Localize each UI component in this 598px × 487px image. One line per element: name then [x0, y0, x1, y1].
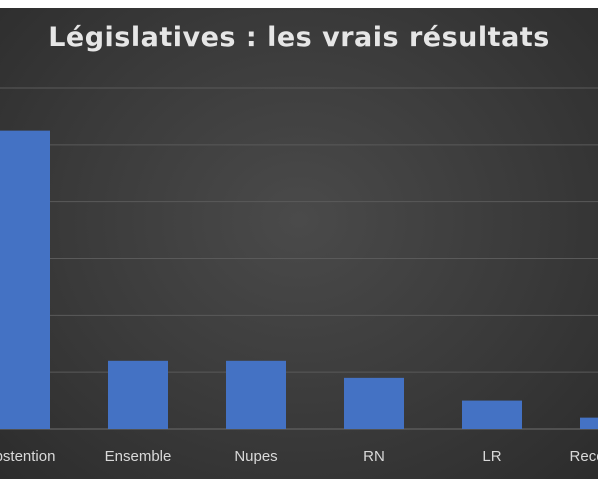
bar-abstention — [0, 130, 50, 429]
bar-ensemble — [108, 360, 168, 429]
bar-reconqu-te — [580, 417, 598, 429]
chart-title: Législatives : les vrais résultats — [48, 22, 550, 53]
bar-chart: Abstention Ensemble Nupes RN LR Reconquête — [0, 87, 598, 465]
bars — [0, 130, 598, 429]
bar-lr — [462, 400, 522, 429]
gridlines — [0, 87, 598, 430]
category-labels: Abstention Ensemble Nupes RN LR Reconquête — [0, 448, 598, 465]
x-tick-label: LR — [482, 448, 501, 465]
bar-rn — [344, 377, 404, 429]
x-tick-label: Reconquête — [570, 448, 598, 465]
x-tick-label: RN — [363, 448, 385, 465]
chart-frame: Législatives : les vrais résultats Abste… — [0, 8, 598, 479]
x-tick-label: Abstention — [0, 448, 55, 465]
x-tick-label: Nupes — [234, 448, 277, 465]
bar-nupes — [226, 360, 286, 429]
x-tick-label: Ensemble — [105, 448, 172, 465]
